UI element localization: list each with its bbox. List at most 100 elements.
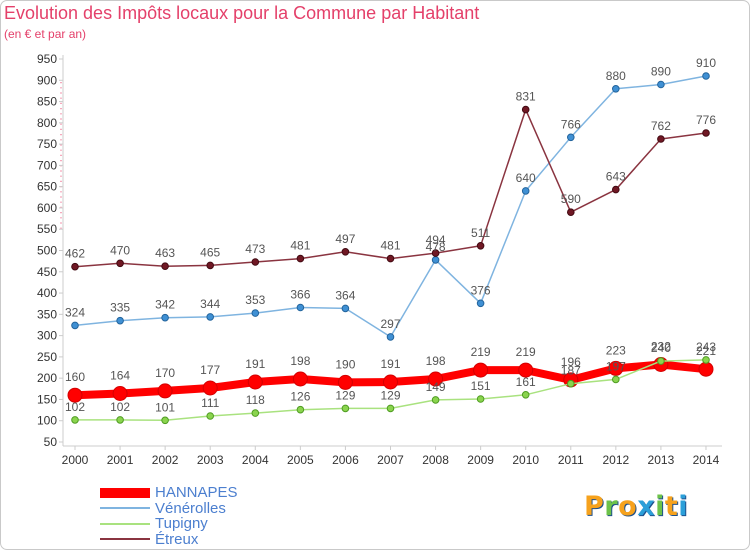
data-label-etreux: 494	[426, 233, 446, 247]
data-point-hannapes	[698, 361, 714, 377]
series-hannapes	[67, 357, 714, 403]
x-tick-label: 2003	[197, 453, 224, 467]
data-label-venerolles: 766	[561, 117, 581, 131]
data-point-hannapes	[428, 371, 444, 387]
data-point-etreux	[296, 254, 305, 263]
data-point-venerolles	[296, 303, 305, 312]
data-label-venerolles: 342	[155, 298, 175, 312]
data-point-tupigny	[71, 416, 79, 424]
data-point-etreux	[161, 262, 169, 271]
series-etreux	[71, 105, 710, 271]
logo-letter: P	[584, 491, 605, 522]
data-point-hannapes	[202, 380, 218, 396]
legend: HANNAPES Vénérolles Tupigny Étreux	[100, 485, 238, 547]
data-label-tupigny: 111	[201, 396, 220, 410]
x-tick-label: 2005	[287, 453, 314, 467]
data-label-hannapes: 191	[245, 357, 265, 371]
y-tick-label: 950	[37, 52, 57, 66]
legend-item-venerolles: Vénérolles	[100, 501, 238, 517]
data-label-venerolles: 478	[426, 240, 446, 254]
legend-swatch-hannapes	[100, 487, 150, 498]
data-label-hannapes: 164	[110, 369, 130, 383]
data-label-tupigny: 149	[426, 380, 446, 394]
data-label-tupigny: 118	[246, 393, 265, 407]
y-tick-label: 100	[37, 414, 57, 428]
data-label-venerolles: 297	[380, 317, 400, 331]
data-label-etreux: 463	[155, 246, 175, 260]
data-label-hannapes: 223	[606, 343, 626, 357]
x-tick-label: 2004	[242, 453, 269, 467]
data-label-hannapes: 198	[290, 354, 310, 368]
data-point-hannapes	[112, 386, 128, 401]
y-tick-label: 150	[37, 392, 57, 406]
y-tick-label: 250	[37, 350, 57, 364]
y-tick-label: 350	[37, 307, 57, 321]
data-point-tupigny	[386, 404, 395, 413]
y-tick-label: 800	[37, 116, 57, 130]
data-point-tupigny	[476, 395, 485, 403]
data-label-tupigny: 129	[380, 388, 400, 402]
data-point-etreux	[341, 248, 350, 256]
data-label-hannapes: 177	[200, 363, 220, 377]
y-tick-label: 900	[37, 73, 57, 87]
y-tick-label: 700	[37, 158, 57, 172]
y-tick-label: 50	[44, 435, 58, 449]
data-point-etreux	[476, 242, 485, 250]
data-point-tupigny	[296, 405, 305, 414]
data-label-venerolles: 890	[651, 65, 671, 79]
data-label-etreux: 643	[606, 170, 626, 184]
data-label-tupigny: 129	[335, 388, 355, 402]
data-point-etreux	[567, 208, 575, 216]
data-label-etreux: 462	[65, 247, 85, 261]
data-label-tupigny: 161	[516, 375, 536, 389]
data-point-hannapes	[608, 360, 624, 376]
data-label-etreux: 511	[471, 226, 490, 240]
legend-swatch-tupigny	[100, 522, 150, 525]
data-label-tupigny: 197	[606, 359, 626, 373]
data-point-tupigny	[341, 404, 350, 413]
line-chart: 50 100 150 200 250 300 350 400 450 500 550 600 650 70…	[37, 52, 722, 467]
legend-label-tupigny: Tupigny	[155, 515, 208, 533]
x-tick-label: 2006	[332, 453, 359, 467]
data-label-hannapes: 219	[516, 345, 536, 359]
data-point-tupigny	[206, 412, 214, 420]
legend-swatch-venerolles	[100, 507, 150, 510]
data-point-hannapes	[247, 374, 263, 390]
data-label-venerolles: 335	[110, 301, 130, 315]
data-point-etreux	[116, 259, 124, 268]
legend-swatch-etreux	[100, 538, 150, 541]
data-label-etreux: 590	[561, 192, 581, 206]
data-point-hannapes	[473, 362, 489, 378]
series-venerolles	[71, 72, 710, 341]
data-label-venerolles: 376	[471, 283, 491, 297]
data-label-tupigny: 102	[110, 400, 130, 414]
data-label-hannapes: 160	[65, 370, 85, 384]
data-point-hannapes	[518, 362, 534, 378]
data-label-hannapes: 198	[426, 354, 446, 368]
y-tick-label: 200	[37, 371, 57, 385]
legend-label-etreux: Étreux	[155, 530, 199, 548]
data-point-venerolles	[521, 187, 530, 195]
data-point-etreux	[71, 262, 79, 271]
data-point-venerolles	[251, 309, 260, 317]
data-point-tupigny	[116, 416, 124, 424]
data-label-etreux: 481	[380, 239, 400, 253]
legend-item-etreux: Étreux	[100, 532, 238, 548]
logo-letter: r	[604, 491, 619, 522]
chart-title: Evolution des Impôts locaux pour la Comm…	[4, 3, 480, 23]
data-point-etreux	[521, 105, 530, 114]
data-label-venerolles: 353	[245, 293, 265, 307]
data-label-etreux: 762	[651, 119, 671, 133]
data-label-etreux: 776	[696, 113, 716, 127]
data-point-venerolles	[341, 304, 350, 313]
y-tick-label: 600	[37, 201, 57, 215]
data-label-tupigny: 187	[561, 364, 581, 378]
data-label-venerolles: 344	[200, 297, 220, 311]
data-label-tupigny: 151	[471, 379, 491, 393]
data-point-etreux	[206, 261, 214, 270]
x-tick-label: 2007	[377, 453, 404, 467]
proxiti-logo: Proxiti	[584, 492, 688, 522]
data-point-hannapes	[157, 383, 173, 399]
data-label-hannapes: 170	[155, 366, 175, 380]
